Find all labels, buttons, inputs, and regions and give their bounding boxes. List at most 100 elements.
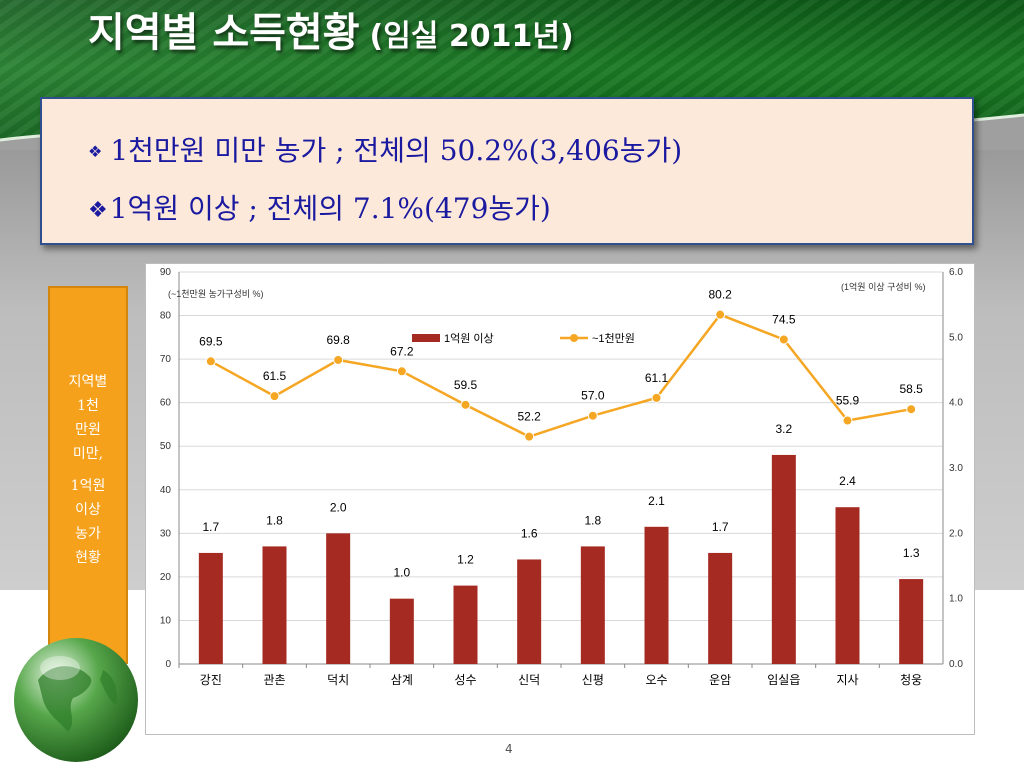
line-value-label: 61.5 — [263, 369, 287, 383]
x-tick-label: 지사 — [836, 673, 858, 687]
legend-line-marker — [570, 334, 578, 342]
right-tick-label: 5.0 — [949, 332, 963, 343]
bar-value-label: 2.4 — [839, 474, 856, 488]
bar — [899, 579, 924, 664]
bar — [517, 559, 542, 664]
side-label-line: 미만, — [72, 446, 104, 462]
chart-axes: 0 10 20 30 40 50 60 70 80 90 0.0 1.0 2.0 3.0 4.0 5.0 6.0… — [160, 267, 963, 687]
left-tick-label: 40 — [160, 485, 172, 496]
x-tick-label: 임실읍 — [767, 673, 800, 687]
right-tick-label: 0.0 — [949, 659, 963, 670]
x-tick-label: 관촌 — [263, 673, 285, 687]
legend-bar-label: 1억원 이상 — [444, 332, 494, 345]
legend-line-label: ~1천만원 — [592, 331, 635, 345]
diamond-bullet-icon: ❖ — [88, 142, 103, 161]
x-tick-label: 덕치 — [327, 673, 349, 687]
globe-icon — [14, 638, 138, 762]
x-tick-label: 삼계 — [391, 673, 413, 687]
line-point — [842, 415, 853, 426]
line-point — [587, 410, 598, 421]
bar-value-label: 1.0 — [393, 566, 410, 580]
side-label-line: 지역별 — [68, 374, 108, 390]
bar-value-label: 1.8 — [584, 513, 601, 527]
chart-container: 0 10 20 30 40 50 60 70 80 90 0.0 1.0 2.0 3.0 4.0 5.0 6.0… — [145, 263, 975, 735]
line-value-label: 58.5 — [899, 382, 923, 396]
bar-value-label: 1.2 — [457, 553, 474, 567]
line-point — [715, 309, 726, 320]
summary-bullet-text: 1억원 이상 ; 전체의 7.1%(479농가) — [109, 192, 551, 225]
right-tick-label: 4.0 — [949, 398, 963, 409]
line-value-label: 67.2 — [390, 344, 414, 358]
line-point — [651, 392, 662, 403]
bar — [453, 585, 478, 664]
x-tick-label: 신평 — [582, 673, 604, 687]
line-path — [210, 313, 912, 438]
right-tick-label: 3.0 — [949, 463, 963, 474]
left-tick-label: 80 — [160, 311, 172, 322]
right-axis-note: (1억원 이상 구성비 %) — [841, 281, 925, 292]
line-point — [906, 404, 917, 415]
legend-bar-swatch — [412, 334, 440, 342]
income-chart: 0 10 20 30 40 50 60 70 80 90 0.0 1.0 2.0 3.0 4.0 5.0 6.0… — [160, 267, 963, 687]
line-value-label: 52.2 — [517, 410, 541, 424]
line-point — [205, 356, 216, 367]
side-label-line: 현황 — [75, 550, 101, 566]
x-tick-label: 신덕 — [518, 673, 540, 687]
line-value-label: 57.0 — [581, 389, 605, 403]
left-tick-label: 70 — [160, 354, 172, 365]
left-tick-label: 50 — [160, 441, 172, 452]
bar — [644, 526, 669, 664]
bar-series — [198, 454, 924, 664]
line-value-label: 69.5 — [199, 334, 223, 348]
left-tick-label: 20 — [160, 572, 172, 583]
line-value-label: 69.8 — [326, 333, 350, 347]
line-series — [205, 309, 917, 442]
side-label-group: 1억원 이상 농가 현황 — [50, 474, 126, 570]
line-point — [396, 366, 407, 377]
side-label-box: 지역별 1천 만원 미만, 1억원 이상 농가 현황 — [48, 286, 128, 664]
bar — [326, 533, 351, 664]
chart-grid — [179, 271, 943, 665]
x-tick-label: 운암 — [709, 673, 731, 687]
summary-bullet: ❖1억원 이상 ; 전체의 7.1%(479농가) — [88, 187, 551, 227]
right-tick-label: 6.0 — [949, 267, 963, 278]
line-point — [269, 391, 280, 402]
line-value-label: 55.9 — [836, 394, 860, 408]
right-tick-label: 1.0 — [949, 594, 963, 605]
x-tick-label: 청웅 — [900, 673, 922, 687]
slide-title-sub: (임실 2011년) — [369, 19, 574, 54]
slide-title-main: 지역별 소득현황 — [88, 10, 360, 56]
side-label-line: 이상 — [75, 502, 101, 518]
summary-box: ❖ 1천만원 미만 농가 ; 전체의 50.2%(3,406농가) ❖1억원 이상… — [40, 97, 974, 245]
bar-value-label: 1.6 — [521, 526, 538, 540]
bar-value-label: 2.1 — [648, 494, 665, 508]
bar — [580, 546, 605, 664]
x-tick-label: 강진 — [200, 673, 222, 687]
summary-bullet: ❖ 1천만원 미만 농가 ; 전체의 50.2%(3,406농가) — [88, 129, 682, 169]
line-point — [778, 334, 789, 345]
left-tick-label: 10 — [160, 615, 172, 626]
bar — [198, 552, 223, 664]
side-label-line: 1천 — [77, 398, 99, 414]
bar — [771, 454, 796, 664]
line-point — [460, 399, 471, 410]
bar-value-label: 1.8 — [266, 513, 283, 527]
slide-title: 지역별 소득현황 (임실 2011년) — [88, 2, 574, 64]
right-tick-label: 2.0 — [949, 528, 963, 539]
bar — [389, 598, 414, 664]
line-point — [333, 354, 344, 365]
side-label-line: 1억원 — [70, 478, 106, 494]
bar-value-label: 3.2 — [775, 422, 792, 436]
x-tick-label: 오수 — [645, 673, 667, 687]
left-tick-label: 0 — [165, 659, 171, 670]
page-number: 4 — [505, 742, 513, 756]
x-tick-label: 성수 — [454, 673, 476, 687]
line-point — [524, 431, 535, 442]
bar-value-label: 1.7 — [202, 520, 219, 534]
side-label-line: 농가 — [75, 526, 101, 542]
diamond-bullet-icon: ❖ — [88, 198, 108, 223]
chart-legend: 1억원 이상 ~1천만원 — [412, 331, 635, 345]
line-value-label: 59.5 — [454, 378, 478, 392]
side-label-line: 만원 — [75, 422, 101, 438]
bar-value-label: 1.3 — [903, 546, 920, 560]
